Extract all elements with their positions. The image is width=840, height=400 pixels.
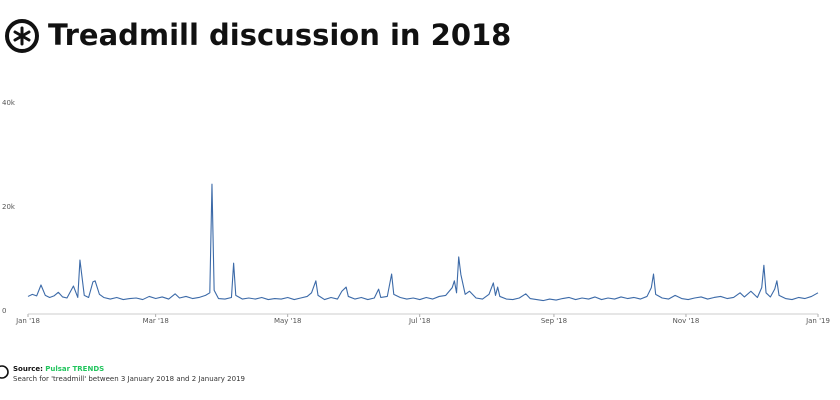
source-label: Source: — [13, 365, 43, 373]
x-tick-label: Jul '18 — [408, 317, 431, 325]
y-tick-label: 20k — [2, 203, 16, 211]
x-tick-label: Sep '18 — [541, 317, 567, 325]
y-tick-label: 0 — [2, 307, 6, 315]
x-tick-label: Jan '19 — [805, 317, 830, 325]
x-tick-label: May '18 — [274, 317, 302, 325]
x-tick-label: Mar '18 — [143, 317, 169, 325]
source: Source: Pulsar TRENDS — [13, 365, 104, 373]
x-tick-label: Jan '18 — [15, 317, 40, 325]
source-name: Pulsar TRENDS — [45, 365, 104, 373]
y-tick-label: 40k — [2, 99, 16, 107]
source-logo — [0, 365, 9, 379]
chart-title: Treadmill discussion in 2018 — [48, 18, 511, 52]
note: Search for 'treadmill' between 3 January… — [13, 375, 245, 383]
x-tick-label: Nov '18 — [673, 317, 700, 325]
line — [27, 183, 819, 302]
logo — [5, 19, 39, 53]
